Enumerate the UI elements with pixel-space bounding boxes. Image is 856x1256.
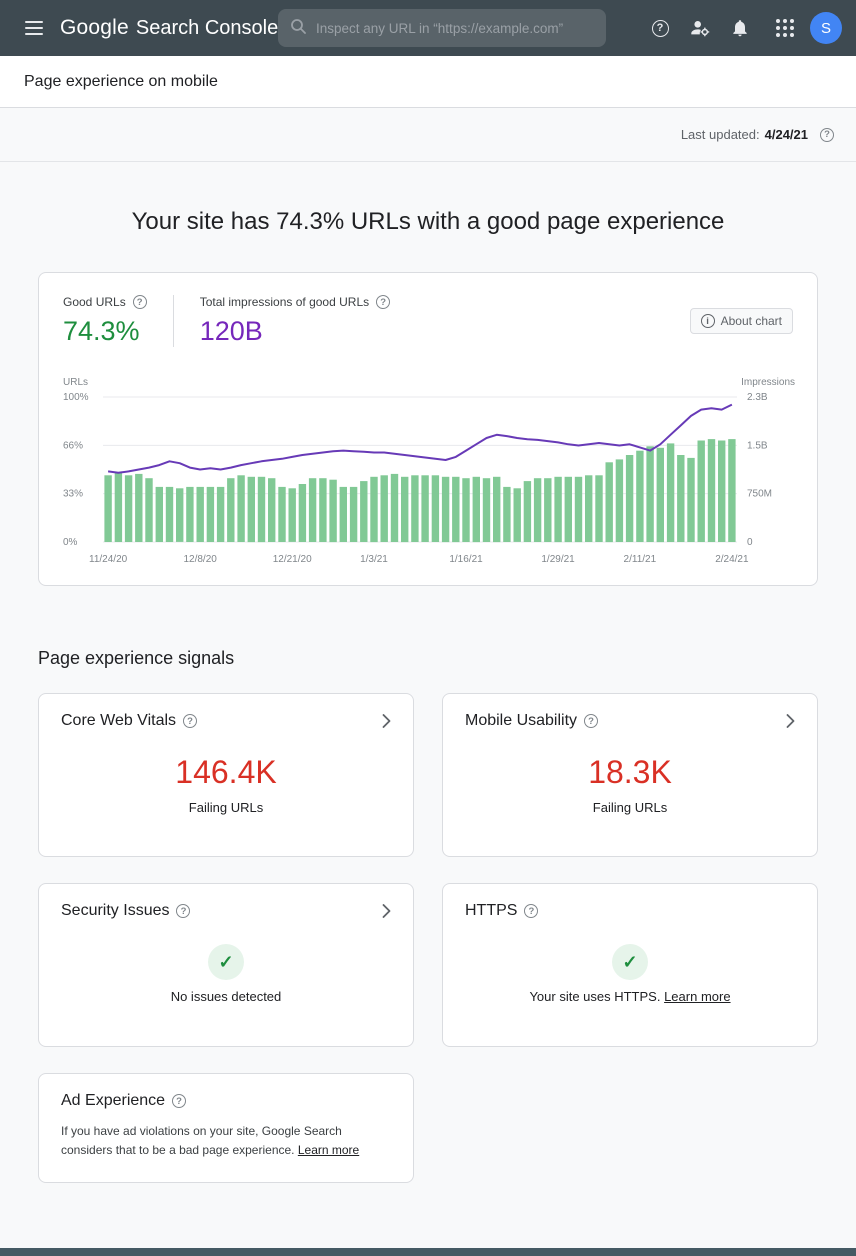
header-actions: ? S — [642, 10, 842, 46]
svg-text:1/3/21: 1/3/21 — [360, 554, 388, 565]
svg-text:100%: 100% — [63, 392, 89, 403]
failing-urls-caption: Failing URLs — [188, 799, 264, 815]
svg-text:12/21/20: 12/21/20 — [273, 554, 312, 565]
apps-grid-icon[interactable] — [762, 10, 798, 46]
svg-text:11/24/20: 11/24/20 — [89, 554, 128, 565]
footer-strip — [0, 1248, 856, 1256]
https-status-caption: Your site uses HTTPS. Learn more — [529, 989, 731, 1004]
security-issues-help-icon[interactable]: ? — [176, 904, 191, 918]
security-status-caption: No issues detected — [170, 989, 282, 1004]
check-circle-icon: ✓ — [612, 944, 648, 980]
app-header: Google Search Console ? — [0, 0, 856, 56]
svg-text:33%: 33% — [63, 489, 83, 500]
card-title: Security Issues — [61, 902, 170, 919]
core-web-vitals-card[interactable]: Core Web Vitals ? 146.4K Failing URLs — [38, 693, 414, 857]
user-settings-icon[interactable] — [682, 10, 718, 46]
svg-text:Impressions: Impressions — [741, 377, 795, 388]
card-title: Core Web Vitals — [61, 712, 177, 729]
learn-more-link[interactable]: Learn more — [664, 989, 731, 1004]
good-urls-label: Good URLs — [63, 295, 126, 309]
svg-text:0%: 0% — [63, 537, 78, 548]
svg-text:URLs: URLs — [63, 377, 88, 388]
last-updated-help-icon[interactable]: ? — [820, 127, 834, 142]
impressions-help-icon[interactable]: ? — [376, 295, 391, 309]
mobile-usability-card[interactable]: Mobile Usability ? 18.3K Failing URLs — [442, 693, 818, 857]
ad-experience-help-icon[interactable]: ? — [172, 1094, 187, 1108]
notifications-bell-icon[interactable] — [722, 10, 758, 46]
svg-text:2/24/21: 2/24/21 — [715, 554, 749, 565]
logo-product: Search Console — [135, 17, 279, 39]
svg-text:66%: 66% — [63, 440, 83, 451]
card-title: Ad Experience — [61, 1092, 166, 1109]
search-icon — [290, 18, 306, 39]
last-updated-date: 4/24/21 — [764, 127, 808, 142]
logo-google: Google — [60, 16, 129, 39]
failing-urls-caption: Failing URLs — [592, 799, 668, 815]
about-chart-info-icon: i — [700, 314, 715, 328]
url-inspect-searchbox[interactable] — [278, 9, 606, 47]
learn-more-link[interactable]: Learn more — [297, 1142, 360, 1157]
avatar[interactable]: S — [810, 12, 842, 44]
about-chart-button[interactable]: i About chart — [689, 308, 793, 334]
svg-text:0: 0 — [747, 537, 753, 548]
impressions-metric: Total impressions of good URLs ? 120B — [199, 295, 391, 347]
https-card[interactable]: HTTPS ? ✓ Your site uses HTTPS. Learn mo… — [442, 883, 818, 1047]
metric-divider — [172, 295, 174, 347]
chevron-right-icon[interactable] — [786, 714, 795, 728]
help-icon[interactable]: ? — [642, 10, 678, 46]
chart-summary-row: Good URLs ? 74.3% Total impressions of g… — [63, 295, 793, 347]
menu-icon[interactable] — [14, 8, 54, 48]
impressions-label: Total impressions of good URLs — [199, 295, 370, 309]
card-title: Mobile Usability — [465, 712, 578, 729]
good-urls-value: 74.3% — [63, 316, 140, 346]
main-content: Your site has 74.3% URLs with a good pag… — [0, 162, 856, 1248]
svg-text:2.3B: 2.3B — [747, 392, 768, 403]
signals-grid: Core Web Vitals ? 146.4K Failing URLs Mo… — [38, 693, 818, 1183]
about-chart-label: About chart — [720, 314, 782, 328]
last-updated-bar: Last updated: 4/24/21 ? — [0, 108, 856, 162]
svg-text:12/8/20: 12/8/20 — [183, 554, 217, 565]
check-circle-icon: ✓ — [208, 944, 244, 980]
failing-urls-count: 146.4K — [175, 753, 277, 790]
chevron-right-icon[interactable] — [382, 904, 391, 918]
svg-text:1.5B: 1.5B — [747, 440, 768, 451]
page-experience-chart-card: Good URLs ? 74.3% Total impressions of g… — [38, 272, 818, 586]
mobile-usability-help-icon[interactable]: ? — [584, 714, 599, 728]
ad-experience-card[interactable]: Ad Experience ? If you have ad violation… — [38, 1073, 414, 1183]
failing-urls-count: 18.3K — [588, 753, 672, 790]
ad-experience-body: If you have ad violations on your site, … — [61, 1124, 360, 1157]
good-urls-help-icon[interactable]: ? — [132, 295, 147, 309]
experience-chart: URLs Impressions 100% 2.3B 66% 1.5B 33% 750M 0% 0… — [63, 373, 795, 569]
https-help-icon[interactable]: ? — [524, 904, 539, 918]
search-input[interactable] — [316, 20, 594, 36]
last-updated-label: Last updated: — [680, 127, 760, 142]
app-logo[interactable]: Google Search Console — [60, 16, 278, 40]
chevron-right-icon[interactable] — [382, 714, 391, 728]
card-title: HTTPS — [465, 902, 518, 919]
signals-heading: Page experience signals — [38, 648, 235, 668]
page-title-bar: Page experience on mobile — [0, 56, 856, 108]
svg-text:1/29/21: 1/29/21 — [541, 554, 575, 565]
impressions-value: 120B — [199, 316, 263, 346]
svg-text:2/11/21: 2/11/21 — [624, 554, 657, 565]
svg-text:750M: 750M — [747, 489, 772, 500]
headline: Your site has 74.3% URLs with a good pag… — [131, 208, 725, 235]
core-web-vitals-help-icon[interactable]: ? — [183, 714, 198, 728]
good-urls-metric: Good URLs ? 74.3% — [63, 295, 147, 347]
svg-text:1/16/21: 1/16/21 — [449, 554, 483, 565]
page-title: Page experience on mobile — [24, 72, 218, 90]
security-issues-card[interactable]: Security Issues ? ✓ No issues detected — [38, 883, 414, 1047]
